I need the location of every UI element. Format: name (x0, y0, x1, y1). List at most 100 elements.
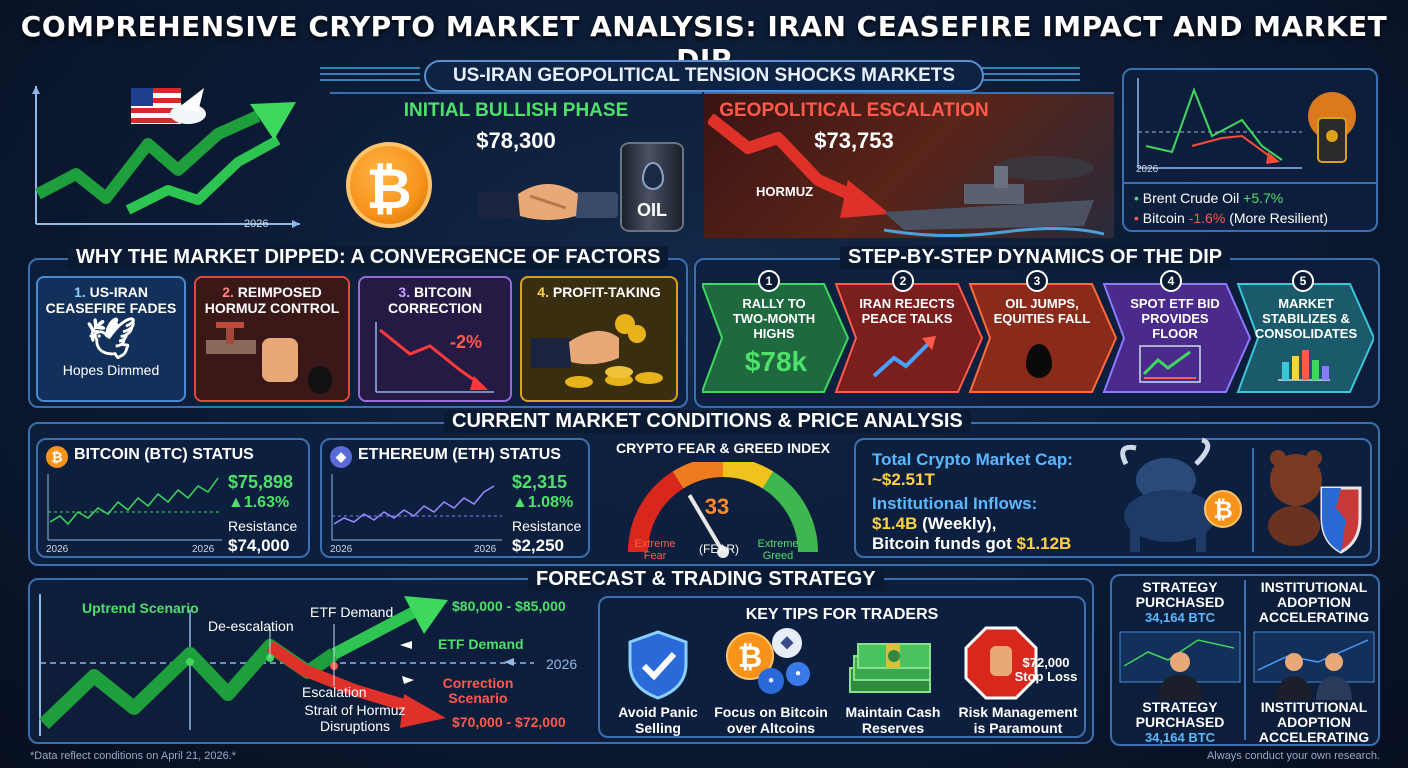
forecast-chart (39, 594, 534, 736)
stop-badge-price: $72,000 (1022, 655, 1070, 670)
step-num-3: 3 (1026, 270, 1048, 292)
dynamics-steps: 1 2 3 4 5 RALLY TO TWO-MONTH HIGHS $78k … (702, 270, 1374, 400)
fear-greed-value: 33 (704, 494, 730, 519)
btc-funds-label: Bitcoin funds got (872, 534, 1012, 553)
oil-btc-comparison-panel: 2026 • Brent Crude Oil +5.7% • Bitcoin -… (1122, 68, 1378, 232)
bull-btc-coin-icon: ₿ (1204, 490, 1242, 528)
bullish-panel: INITIAL BULLISH PHASE $78,300 ₿ OIL (330, 92, 702, 238)
step-label-2: IRAN REJECTS PEACE TALKS (859, 296, 955, 326)
forecast-title: FORECAST & TRADING STRATEGY (528, 568, 884, 591)
btc-funds-value: $1.12B (1016, 534, 1072, 553)
inst-top-left: STRATEGY PURCHASED 34,164 BTC (1118, 579, 1242, 626)
inflow-row: $1.4B (Weekly), (872, 514, 996, 534)
eth-resistance: $2,250 (512, 536, 564, 555)
fear-greed-left-label: Extreme Fear (634, 538, 676, 562)
coins-hand-icon (531, 314, 663, 388)
brent-label: Brent Crude Oil (1142, 190, 1240, 206)
market-cap-value: ~$2.51T (872, 470, 935, 489)
correction-label: Correction Scenario (442, 675, 514, 706)
bullish-price: $78,300 (476, 128, 556, 153)
left-uptrend-chart (32, 86, 300, 228)
eth-status-card: ◆ ETHEREUM (ETH) STATUS 2026 2026 $2,315… (320, 438, 590, 558)
eth-status-title: ETHEREUM (ETH) STATUS (358, 446, 561, 463)
hormuz-disruptions-label: Strait of Hormuz Disruptions (304, 702, 406, 734)
oil-drop-icon (642, 162, 664, 190)
shield-check-icon (628, 630, 688, 700)
tip-altcoin-icon-1: ● (758, 668, 784, 694)
fear-greed-state: (FEAR) (699, 542, 739, 556)
fear-greed-right-label: Extreme Greed (757, 538, 799, 562)
footer-disclaimer: Always conduct your own research. (1206, 750, 1380, 762)
eth-year-end: 2026 (474, 544, 497, 555)
oil-label: OIL (637, 200, 667, 220)
factor-card-hormuz: 2. REIMPOSED HORMUZ CONTROL (194, 276, 350, 402)
uptrend-label: Uptrend Scenario (82, 600, 199, 616)
tip-btc-coin-icon: ₿ (726, 632, 774, 680)
factor-card-correction: 3. BITCOIN CORRECTION -2% (358, 276, 512, 402)
btc-row: • Bitcoin -1.6% (More Resilient) (1134, 210, 1328, 226)
fist-valve-icon (206, 322, 332, 394)
inflow-label: Institutional Inflows: (872, 494, 1038, 513)
inst-bottom-left: STRATEGY PURCHASED 34,164 BTC (1118, 699, 1242, 746)
btc-resistance-label: Resistance (228, 518, 298, 534)
tip-eth-coin-icon: ◆ (772, 628, 802, 658)
factor-num-2: 2. (222, 284, 234, 300)
inflow-period: (Weekly), (922, 514, 997, 533)
brent-bullet: • (1134, 190, 1139, 206)
oil-spike-chart (1137, 78, 1356, 169)
cash-stack-icon (849, 643, 931, 693)
banner-circuit-lines (320, 67, 1080, 81)
rising-arrow-icon (872, 336, 936, 378)
bullish-title: INITIAL BULLISH PHASE (403, 100, 629, 121)
step-label-4: SPOT ETF BID PROVIDES FLOOR (1130, 296, 1220, 341)
factor-label-2: REIMPOSED HORMUZ CONTROL (204, 284, 340, 316)
page-title: COMPREHENSIVE CRYPTO MARKET ANALYSIS: IR… (20, 10, 1388, 76)
handshake-icon (478, 184, 618, 220)
factor-caption-3: -2% (450, 332, 483, 352)
btc-label: Bitcoin (1142, 210, 1185, 226)
step-num-1: 1 (758, 270, 780, 292)
inst-top-left-title: STRATEGY PURCHASED (1135, 579, 1225, 610)
oil-barrel-icon: OIL (620, 142, 684, 232)
step-label-5: MARKET STABILIZES & CONSOLIDATES (1254, 296, 1358, 341)
escalation-price: $73,753 (814, 128, 894, 153)
stop-badge-text: Stop Loss (1014, 669, 1078, 684)
factor-card-ceasefire: 1. US-IRAN CEASEFIRE FADES 🕊 Hopes Dimme… (36, 276, 186, 402)
step-label-3: OIL JUMPS, EQUITIES FALL (993, 296, 1091, 326)
btc-coin-icon: ₿ (46, 446, 68, 468)
bear-divider (1252, 448, 1254, 552)
correction-chart-icon (375, 322, 494, 393)
btc-year-start: 2026 (46, 544, 69, 555)
step-label-1: RALLY TO TWO-MONTH HIGHS (732, 296, 816, 341)
btc-price: $75,898 (228, 472, 294, 492)
tip-label-2: Focus on Bitcoin over Altcoins (714, 704, 828, 736)
inst-bottom-right-title: INSTITUTIONAL ADOPTION ACCELERATING (1258, 699, 1370, 745)
trader-figures-icon (1119, 631, 1375, 700)
stop-sign-icon (964, 626, 1038, 700)
inst-top-right-title: INSTITUTIONAL ADOPTION ACCELERATING (1258, 579, 1370, 625)
right-chart-year: 2026 (1136, 164, 1159, 175)
inst-bottom-left-title: STRATEGY PURCHASED (1135, 699, 1225, 730)
escalation-title: GEOPOLITICAL ESCALATION (719, 100, 989, 121)
institutional-panel: STRATEGY PURCHASED 34,164 BTC INSTITUTIO… (1110, 574, 1380, 746)
lower-range-label: $70,000 - $72,000 (452, 714, 566, 730)
bear-shield-icon (1268, 450, 1362, 554)
eth-mini-chart (331, 474, 502, 541)
brent-value: +5.7% (1243, 190, 1284, 206)
btc-value: -1.6% (1188, 210, 1226, 226)
forecast-year: 2026 (546, 656, 578, 672)
btc-resistance: $74,000 (228, 536, 290, 555)
chevron-shapes (702, 283, 1374, 393)
hormuz-label: HORMUZ (756, 184, 814, 199)
factor-num-1: 1. (74, 284, 86, 300)
inst-top-left-value: 34,164 BTC (1144, 610, 1216, 625)
btc-status-card: ₿ BITCOIN (BTC) STATUS 2026 2026 $75,898… (36, 438, 310, 558)
floor-chart-icon (1139, 345, 1201, 383)
bitcoin-coin-icon: ₿ (346, 142, 432, 228)
tip-altcoin-icon-2: ● (786, 662, 810, 686)
tip-label-1: Avoid Panic Selling (618, 704, 698, 736)
fear-greed-title: CRYPTO FEAR & GREED INDEX (616, 440, 830, 456)
comparison-divider (1124, 182, 1376, 184)
btc-year-end: 2026 (192, 544, 215, 555)
conditions-title: CURRENT MARKET CONDITIONS & PRICE ANALYS… (444, 410, 971, 433)
